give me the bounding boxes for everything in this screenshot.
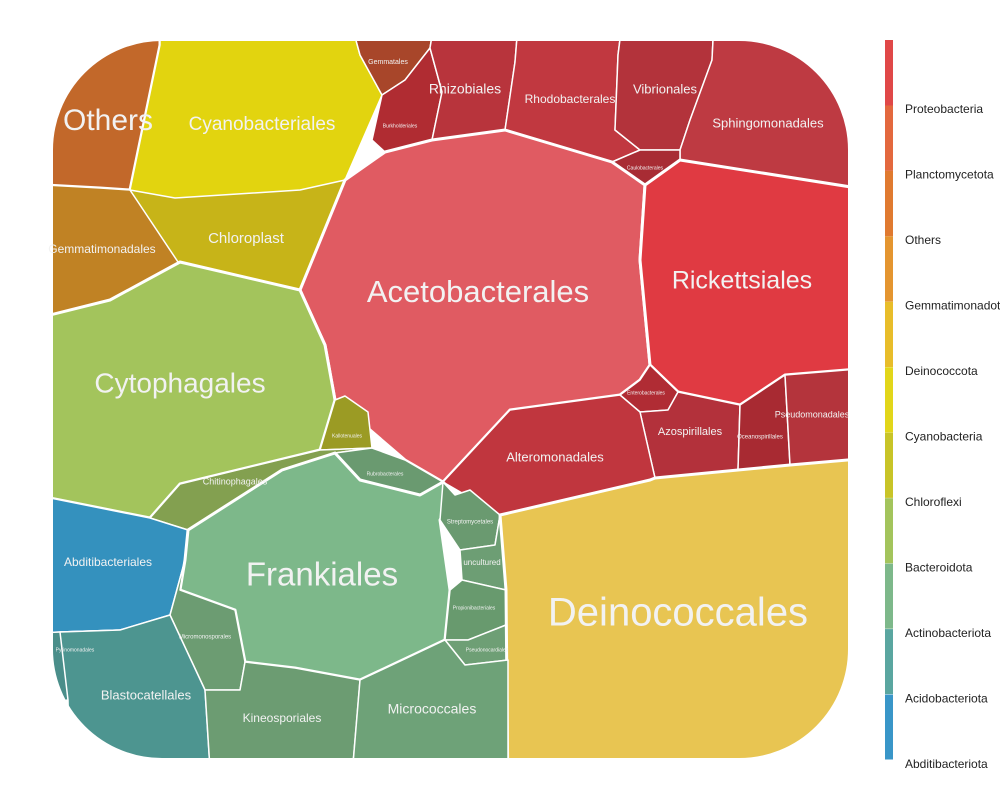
legend-label-planctomycetota: Planctomycetota xyxy=(905,168,994,182)
legend-label-acidobacteriota: Acidobacteriota xyxy=(905,692,988,706)
cell-label-pyrinomonadales: Pyrinomonadales xyxy=(56,647,95,653)
legend-swatch-proteobacteria xyxy=(885,40,893,106)
cell-label-gemmatimonadales: Gemmatimonadales xyxy=(48,242,155,256)
cell-label-chitinophagales: Chitinophagales xyxy=(203,476,268,486)
cell-label-cytophagales: Cytophagales xyxy=(94,367,265,398)
cell-label-uncultured: uncultured xyxy=(463,558,500,567)
legend-swatch-others xyxy=(885,170,893,237)
cell-label-frankiales: Frankiales xyxy=(246,556,398,593)
cell-label-rubrobacterales: Rubrobacterales xyxy=(367,471,404,477)
cell-label-propionibacteriales: Propionibacteriales xyxy=(453,605,496,611)
legend-swatch-gemmatimonadota xyxy=(885,236,893,303)
cell-label-kallotenuales: Kallotenuales xyxy=(332,433,363,439)
legend-swatch-acidobacteriota xyxy=(885,629,893,696)
cell-kineosporiales xyxy=(204,661,361,759)
legend-swatch-cyanobacteria xyxy=(885,367,893,434)
cell-label-acetobacterales: Acetobacterales xyxy=(367,274,589,309)
cell-label-enterobacterales: Enterobacterales xyxy=(627,390,665,396)
cell-label-rhizobiales: Rhizobiales xyxy=(429,81,501,97)
cell-label-vibrionales: Vibrionales xyxy=(633,81,698,96)
cell-label-azospirillales: Azospirillales xyxy=(658,426,723,438)
legend-label-actinobacteriota: Actinobacteriota xyxy=(905,626,991,640)
cell-label-pseudonocardiales: Pseudonocardiales xyxy=(466,647,509,653)
cell-label-blastocatellales: Blastocatellales xyxy=(101,687,192,702)
cell-label-rickettsiales: Rickettsiales xyxy=(672,267,812,295)
cell-micrococcales xyxy=(349,639,509,759)
cell-label-pseudomonadales: Pseudomonadales xyxy=(775,409,850,419)
legend-swatch-actinobacteriota xyxy=(885,563,893,630)
cell-label-kineosporiales: Kineosporiales xyxy=(243,711,322,725)
cell-label-abditibacteriales: Abditibacteriales xyxy=(64,555,152,569)
legend-label-bacteroidota: Bacteroidota xyxy=(905,561,973,575)
cell-label-streptomycetales: Streptomycetales xyxy=(447,520,493,526)
chart-frame xyxy=(51,39,850,760)
legend-swatch-planctomycetota xyxy=(885,105,893,172)
cell-sphingomonadales xyxy=(679,40,849,191)
cell-label-sphingomonadales: Sphingomonadales xyxy=(712,115,824,130)
cell-label-micrococcales: Micrococcales xyxy=(388,701,477,717)
cell-label-rhodobacterales: Rhodobacterales xyxy=(525,92,616,106)
legend-swatch-chloroflexi xyxy=(885,432,893,499)
legend-swatch-bacteroidota xyxy=(885,498,893,565)
legend-swatch-abditibacteriota xyxy=(885,694,893,761)
legend-label-chloroflexi: Chloroflexi xyxy=(905,495,962,509)
chart-legend: Proteobacteria Planctomycetota Others Gemma… xyxy=(885,40,1000,771)
cell-label-micromonosporales: Micromonosporales xyxy=(179,635,231,641)
cell-label-burkholderiales: Burkholderiales xyxy=(383,123,418,129)
legend-swatch-deinococcota xyxy=(885,301,893,368)
cell-label-others: Others xyxy=(63,104,153,137)
legend-label-cyanobacteria: Cyanobacteria xyxy=(905,430,983,444)
legend-label-proteobacteria: Proteobacteria xyxy=(905,102,983,116)
cell-label-deinococcales: Deinococcales xyxy=(548,591,808,635)
legend-label-others: Others xyxy=(905,233,941,247)
legend-label-deinococcota: Deinococcota xyxy=(905,364,978,378)
cell-label-caulobacterales: Caulobacterales xyxy=(627,165,664,171)
legend-label-abditibacteriota: Abditibacteriota xyxy=(905,757,988,771)
cell-label-alteromonadales: Alteromonadales xyxy=(506,449,604,464)
cell-label-oceanospirillales: Oceanospirillales xyxy=(737,435,783,441)
cell-label-gemmatales: Gemmatales xyxy=(368,59,408,66)
cell-label-chloroplast: Chloroplast xyxy=(208,230,285,247)
treemap-labels: Others Cyanobacteriales Gemmatales Burkhold… xyxy=(48,59,849,725)
legend-label-gemmatimonadota: Gemmatimonadota xyxy=(905,299,1000,313)
cell-label-cyanobacteriales: Cyanobacteriales xyxy=(189,114,336,135)
